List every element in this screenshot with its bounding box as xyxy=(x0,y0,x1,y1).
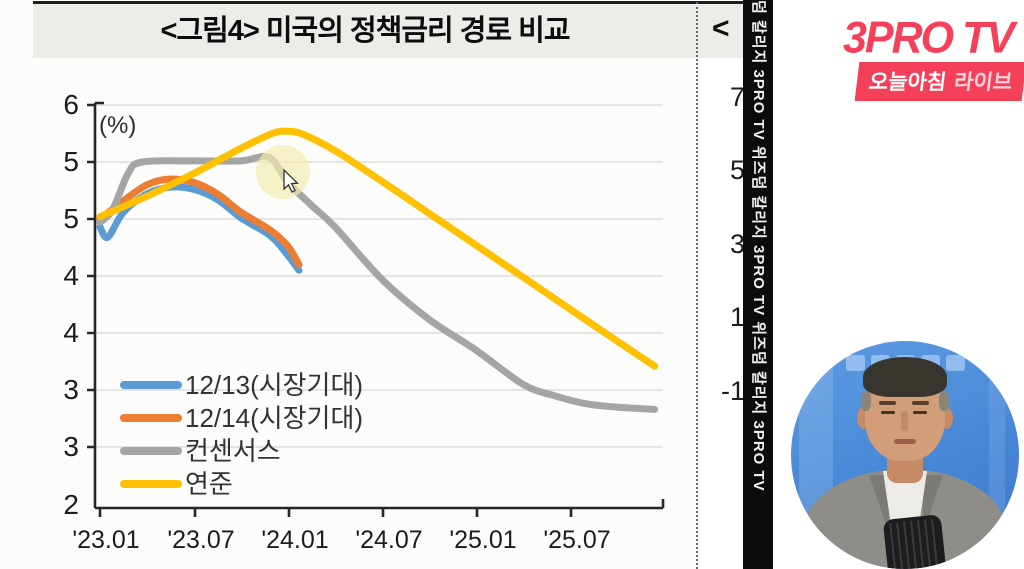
second-chart-y-axis-label: 7 xyxy=(729,82,745,112)
speaker-hair xyxy=(863,357,947,397)
x-axis-label: '23.01 xyxy=(72,526,140,554)
speaker-eyebrow xyxy=(912,401,929,405)
watermark-strip-text: 덤 칼리지 3PRO TV 위즈덤 칼리지 3PRO TV 위즈덤 칼리지 3P… xyxy=(750,0,767,492)
watermark-strip xyxy=(743,0,773,569)
legend-label: 컨센서스 xyxy=(185,436,281,466)
y-axis-label: 5 xyxy=(63,203,79,234)
series-line-컨센서스 xyxy=(96,152,659,413)
second-chart-title-fragment: <그 xyxy=(712,12,740,58)
legend-label: 연준 xyxy=(185,469,233,499)
speaker-nose xyxy=(901,411,908,431)
x-axis-label: '23.07 xyxy=(167,526,235,554)
legend-swatch xyxy=(120,447,182,455)
chart-card-top-border xyxy=(33,1,743,4)
second-chart-y-axis-label: 1 xyxy=(729,302,745,332)
second-chart-y-axis-label: -1 xyxy=(720,376,745,406)
live-banner-main: 오늘아침 xyxy=(867,71,948,94)
series-line-12/14(시장기대) xyxy=(96,175,303,269)
speaker-eyebrow xyxy=(879,401,896,405)
x-axis-label: '25.07 xyxy=(543,526,611,554)
legend-item: 컨센서스 xyxy=(120,438,363,464)
y-axis-unit-label: (%) xyxy=(99,112,137,139)
legend-swatch xyxy=(120,414,182,422)
chart-title: <그림4> 미국의 정책금리 경로 비교 xyxy=(160,15,570,47)
channel-logo: 3PRO TV xyxy=(843,13,1015,63)
speaker-hair-temple xyxy=(939,391,949,411)
chart-legend: 12/13(시장기대) 12/14(시장기대) 컨센서스 연준 xyxy=(120,372,363,504)
x-axis-label: '24.07 xyxy=(355,526,423,554)
speaker-mouth xyxy=(894,439,916,444)
microphone-grille xyxy=(889,518,941,569)
mouse-cursor xyxy=(283,168,299,193)
cursor-highlight xyxy=(256,145,310,199)
x-axis-label: '24.01 xyxy=(261,526,329,554)
second-chart-y-axis-label: 3 xyxy=(729,229,745,259)
y-axis-label: 4 xyxy=(63,317,79,348)
speaker-photo xyxy=(791,341,1019,569)
y-axis-label: 2 xyxy=(63,489,79,520)
chart-title-band: <그림4> 미국의 정책금리 경로 비교 <그 xyxy=(33,4,743,58)
series-line-연준 xyxy=(96,127,659,370)
legend-item: 연준 xyxy=(120,471,363,497)
legend-label: 12/14(시장기대) xyxy=(185,403,364,433)
speaker-jacket-lapel xyxy=(869,475,889,533)
legend-swatch xyxy=(120,480,182,488)
series-line-12/13(시장기대) xyxy=(96,183,303,274)
speaker-hair-temple xyxy=(861,391,871,411)
y-axis-label: 5 xyxy=(63,146,79,177)
y-axis-label: 3 xyxy=(63,431,79,462)
legend-item: 12/14(시장기대) xyxy=(120,405,363,431)
x-axis-label: '25.01 xyxy=(449,526,517,554)
chart-separator-dotted-line xyxy=(696,2,698,569)
legend-swatch xyxy=(120,381,182,389)
live-banner-sub: 라이브 xyxy=(952,71,1014,94)
y-axis-label: 3 xyxy=(63,374,79,405)
y-axis-label: 6 xyxy=(63,89,79,120)
live-banner: 오늘아침 라이브 xyxy=(854,62,1024,101)
speaker-eye xyxy=(881,411,895,414)
legend-label: 12/13(시장기대) xyxy=(185,370,364,400)
legend-item: 12/13(시장기대) xyxy=(120,372,363,398)
speaker-eye xyxy=(913,411,927,414)
chart-axes xyxy=(87,101,665,517)
y-axis-label: 4 xyxy=(63,260,79,291)
second-chart-y-axis-label: 5 xyxy=(729,155,745,185)
chart-panel xyxy=(0,0,697,569)
